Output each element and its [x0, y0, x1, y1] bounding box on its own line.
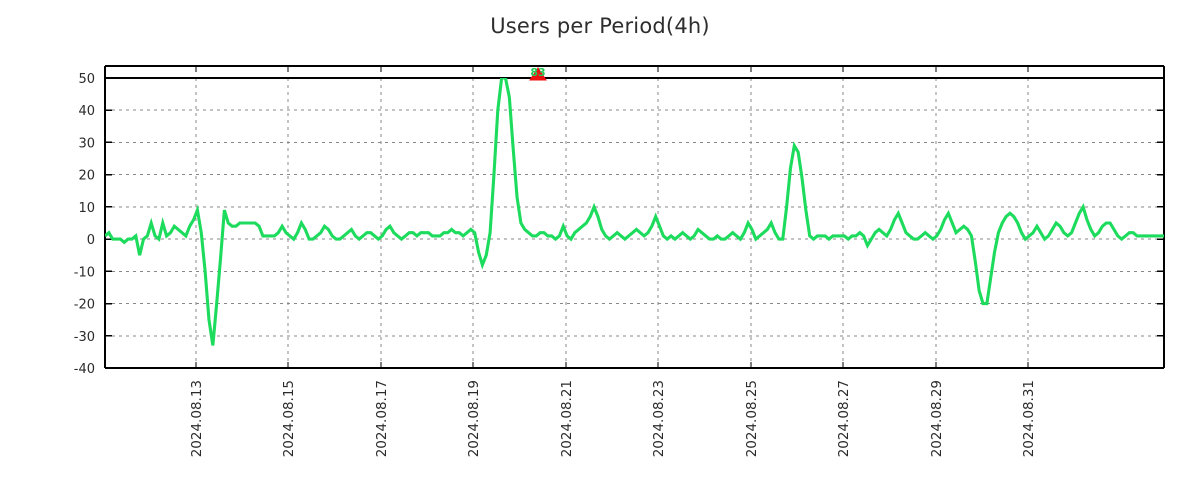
grid-layer	[105, 78, 1164, 369]
x-tick-label: 2024.08.15	[281, 380, 297, 457]
y-axis-tick-labels: 50 40 30 20 10 0 -10 -20 -30 -40	[74, 72, 95, 377]
chart-title: Users per Period(4h)	[490, 14, 710, 38]
x-tick-label: 2024.08.21	[559, 380, 575, 457]
y-tick-label: -20	[74, 298, 95, 313]
y-tick-label: 20	[78, 169, 95, 184]
y-tick-label: 10	[78, 201, 95, 216]
y-tick-label: -30	[74, 330, 95, 345]
x-tick-label: 2024.08.19	[466, 380, 482, 457]
x-tick-label: 2024.08.17	[374, 380, 390, 457]
x-tick-label: 2024.08.29	[929, 380, 945, 457]
y-tick-label: 30	[78, 136, 95, 151]
y-tick-label: 0	[87, 233, 95, 248]
y-tick-label: -40	[74, 362, 95, 377]
y-tick-label: -10	[74, 265, 95, 280]
x-axis-tick-labels: 2024.08.13 2024.08.15 2024.08.17 2024.08.19…	[189, 380, 1037, 457]
axis-ticks	[105, 66, 1164, 369]
x-tick-label: 2024.08.13	[189, 380, 205, 457]
y-tick-label: 50	[78, 72, 95, 87]
x-tick-label: 2024.08.23	[651, 380, 667, 457]
peak-value-label: 83	[530, 66, 545, 79]
peak-annotation-label: 83	[530, 66, 545, 79]
x-tick-label: 2024.08.31	[1021, 380, 1037, 457]
x-tick-label: 2024.08.27	[836, 380, 852, 457]
x-tick-label: 2024.08.25	[744, 380, 760, 457]
data-series-line	[105, 78, 1164, 346]
peak-marker	[529, 67, 547, 81]
plot-frame	[104, 65, 1165, 369]
peak-marker-triangle	[529, 67, 547, 81]
y-tick-label: 40	[78, 104, 95, 119]
